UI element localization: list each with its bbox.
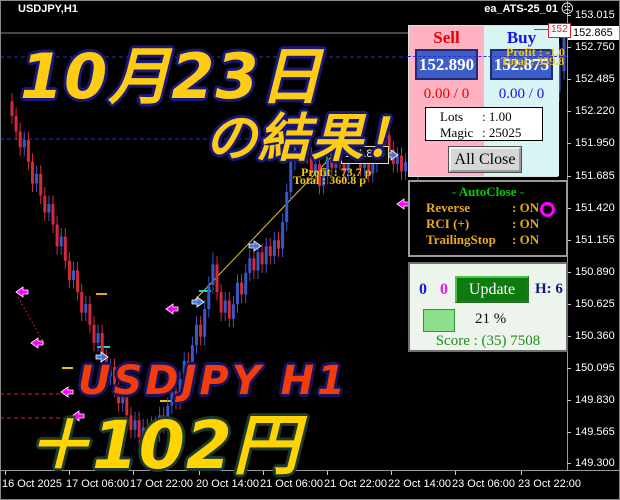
autoclose-row: Reverse: ON bbox=[426, 200, 540, 215]
price-tick bbox=[567, 176, 571, 177]
overlay-profit-text: ＋102円 bbox=[25, 407, 300, 484]
autoclose-rows: Reverse: ON RCI (+): ON TrailingStop: ON bbox=[410, 200, 566, 248]
price-tick-label: 153.015 bbox=[575, 9, 615, 21]
trade-profit-label-2: Profit : -1.0 bbox=[506, 45, 565, 59]
price-tick bbox=[567, 240, 571, 241]
overlay-date-text: 10月23日 bbox=[20, 40, 323, 113]
price-tick-label: 149.830 bbox=[575, 394, 615, 406]
buy-heading: Buy bbox=[506, 28, 537, 47]
price-tick-label: 151.950 bbox=[575, 137, 615, 149]
buy-price-button[interactable]: 152.875 bbox=[490, 49, 553, 80]
time-tick bbox=[69, 471, 70, 475]
trade-panel: Sell Buy 152.890 152.875 0.00 / 0 0.00 /… bbox=[408, 25, 559, 177]
price-tick bbox=[567, 368, 571, 369]
price-tick-label: 152.750 bbox=[575, 41, 615, 53]
price-tick-label: 151.420 bbox=[575, 202, 615, 214]
time-tick-label: 23 Oct 22:00 bbox=[518, 478, 581, 490]
price-tick-label: 150.095 bbox=[575, 362, 615, 374]
sell-price-button[interactable]: 152.890 bbox=[415, 49, 478, 80]
price-tick bbox=[567, 432, 571, 433]
all-close-button[interactable]: All Close bbox=[449, 147, 521, 172]
autoclose-row: RCI (+): ON bbox=[426, 216, 540, 231]
price-tick-label: 150.625 bbox=[575, 298, 615, 310]
ask-price-tag: 152 bbox=[548, 23, 571, 38]
autoclose-title: - AutoClose - bbox=[451, 184, 525, 199]
price-tick bbox=[567, 208, 571, 209]
price-tick bbox=[567, 143, 571, 144]
sell-stats: 0.00 / 0 bbox=[423, 86, 470, 102]
time-tick bbox=[263, 471, 264, 475]
time-tick-label: 22 Oct 14:00 bbox=[388, 478, 451, 490]
price-tick-label: 150.360 bbox=[575, 330, 615, 342]
time-tick-label: 20 Oct 14:00 bbox=[196, 478, 259, 490]
time-tick-label: 23 Oct 06:00 bbox=[452, 478, 515, 490]
price-tick-label: 152.485 bbox=[575, 73, 615, 85]
score-panel: 0 0 Update H: 6 21 % Score : (35) 7508 bbox=[408, 262, 568, 352]
price-tick bbox=[567, 400, 571, 401]
time-tick-label: 21 Oct 22:00 bbox=[324, 478, 387, 490]
current-price-label: 152.865 bbox=[568, 26, 620, 40]
ea-name-label: ea_ATS-25_01 bbox=[484, 3, 558, 15]
price-tick bbox=[567, 272, 571, 273]
ask-price-line bbox=[534, 29, 548, 30]
time-tick bbox=[327, 471, 328, 475]
reverse-indicator-ring-icon bbox=[540, 202, 555, 217]
count-blue: 0 bbox=[419, 281, 427, 298]
overlay-result-text: の結果！ bbox=[205, 109, 418, 169]
trade-total-label: Total : 360.8 p bbox=[293, 173, 366, 187]
overlay-symbol-text: USDJPY H1 bbox=[78, 358, 348, 404]
time-tick-label: 16 Oct 2025 bbox=[2, 478, 62, 490]
h-value-label: H: 6 bbox=[535, 281, 563, 297]
price-tick bbox=[567, 47, 571, 48]
time-tick bbox=[5, 471, 6, 475]
time-tick bbox=[455, 471, 456, 475]
lots-magic-box: Lots: 1.00 Magic: 25025 bbox=[425, 107, 543, 141]
autoclose-row: TrailingStop: ON bbox=[426, 232, 540, 247]
price-tick bbox=[567, 111, 571, 112]
time-axis: 16 Oct 2025 17 Oct 06:00 17 Oct 22:00 20 Oc… bbox=[0, 471, 620, 500]
time-tick bbox=[133, 471, 134, 475]
info-row: Magic: 25025 bbox=[440, 125, 522, 140]
time-tick-label: 17 Oct 06:00 bbox=[66, 478, 129, 490]
price-tick bbox=[567, 15, 571, 16]
price-tick bbox=[567, 336, 571, 337]
price-tick-label: 152.220 bbox=[575, 105, 615, 117]
progress-bar bbox=[423, 309, 455, 332]
time-tick-label: 17 Oct 22:00 bbox=[130, 478, 193, 490]
count-magenta: 0 bbox=[440, 281, 448, 298]
percent-label: 21 % bbox=[475, 311, 507, 327]
bid-dashed-line-overlay bbox=[408, 56, 567, 57]
time-tick-label: 21 Oct 06:00 bbox=[260, 478, 323, 490]
autoclose-panel: - AutoClose - Reverse: ON RCI (+): ON Trai… bbox=[408, 180, 568, 257]
sell-heading: Sell bbox=[433, 28, 460, 47]
price-tick bbox=[567, 79, 571, 80]
score-label: Score : (35) 7508 bbox=[435, 333, 541, 349]
trade-total-label-2: Total : 359.8 bbox=[501, 54, 565, 68]
price-tick bbox=[567, 463, 571, 464]
price-tick bbox=[567, 304, 571, 305]
price-tick-label: 150.890 bbox=[575, 266, 615, 278]
ea-status-face-icon: ☹ bbox=[560, 1, 574, 16]
price-axis: 152.865 153.015 152.750 152.485 152.220 151.… bbox=[567, 0, 620, 470]
buy-stats: 0.00 / 0 bbox=[498, 86, 545, 102]
time-tick bbox=[521, 471, 522, 475]
price-tag-label: 151.870 bbox=[341, 146, 389, 164]
time-tick bbox=[199, 471, 200, 475]
price-tick-label: 149.565 bbox=[575, 426, 615, 438]
price-tick-label: 149.300 bbox=[575, 457, 615, 469]
price-tick-label: 151.685 bbox=[575, 170, 615, 182]
time-axis-separator bbox=[0, 470, 620, 471]
chart-symbol-title: USDJPY,H1 bbox=[18, 3, 78, 15]
info-row: Lots: 1.00 bbox=[440, 109, 512, 124]
trade-profit-label: Profit : 73.7 p bbox=[301, 165, 372, 179]
price-tick-label: 151.155 bbox=[575, 234, 615, 246]
update-button[interactable]: Update bbox=[455, 276, 529, 303]
time-tick bbox=[391, 471, 392, 475]
